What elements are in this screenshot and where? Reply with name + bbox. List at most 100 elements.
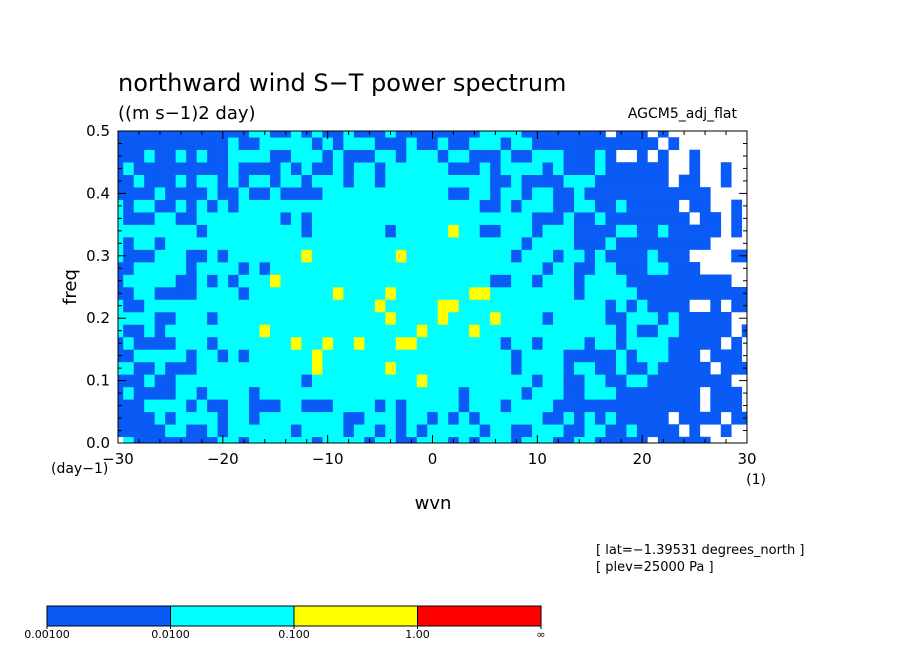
power-cell <box>406 262 418 275</box>
power-cell <box>563 399 575 413</box>
power-cell <box>699 411 711 425</box>
power-cell <box>416 237 428 250</box>
power-cell <box>353 436 365 444</box>
power-cell <box>322 237 334 250</box>
power-cell <box>175 287 187 300</box>
power-cell <box>500 199 512 213</box>
power-cell <box>311 361 323 375</box>
power-cell <box>448 149 460 163</box>
power-cell <box>605 162 617 175</box>
power-cell <box>594 311 606 325</box>
power-cell <box>720 162 732 175</box>
power-cell <box>259 212 271 225</box>
power-cell <box>542 399 554 413</box>
power-cell <box>657 324 669 338</box>
power-cell <box>563 336 575 350</box>
power-cell <box>374 361 386 375</box>
power-cell <box>469 162 480 175</box>
power-cell <box>615 212 627 225</box>
power-cell <box>553 349 564 363</box>
power-cell <box>605 299 617 313</box>
power-cell <box>427 324 439 338</box>
power-cell <box>647 274 659 288</box>
power-cell <box>563 137 575 151</box>
power-cell <box>532 224 543 238</box>
power-cell <box>322 399 334 413</box>
power-cell <box>207 274 218 288</box>
power-cell <box>657 162 669 175</box>
power-cell <box>553 199 564 213</box>
power-cell <box>144 187 155 200</box>
power-cell <box>343 237 355 250</box>
power-cell <box>406 324 418 338</box>
power-cell <box>133 336 145 350</box>
power-cell <box>118 131 124 138</box>
power-cell <box>542 162 554 175</box>
power-cell <box>228 399 239 413</box>
power-cell <box>605 174 617 188</box>
power-cell <box>238 187 250 200</box>
power-cell <box>322 224 334 238</box>
power-cell <box>689 262 701 275</box>
power-cell <box>563 299 575 313</box>
power-cell <box>364 224 376 238</box>
power-cell <box>668 237 680 250</box>
power-cell <box>196 174 208 188</box>
power-cell <box>584 386 596 400</box>
power-cell <box>689 311 701 325</box>
power-cell <box>311 324 323 338</box>
power-cell <box>301 399 313 413</box>
power-cell <box>626 131 638 138</box>
power-cell <box>290 149 302 163</box>
power-cell <box>689 424 701 438</box>
power-cell <box>437 274 449 288</box>
power-cell <box>144 324 155 338</box>
power-cell <box>542 249 554 263</box>
power-cell <box>175 374 187 388</box>
power-cell <box>311 199 323 213</box>
power-cell <box>594 149 606 163</box>
power-cell <box>647 162 659 175</box>
power-cell <box>542 174 554 188</box>
power-cell <box>500 237 512 250</box>
power-cell <box>406 299 418 313</box>
power-cell <box>322 262 334 275</box>
power-cell <box>133 374 145 388</box>
power-cell <box>668 249 680 263</box>
power-cell <box>678 212 690 225</box>
power-cell <box>280 162 292 175</box>
power-cell <box>217 162 229 175</box>
power-cell <box>500 137 512 151</box>
power-cell <box>542 149 554 163</box>
power-cell <box>615 336 627 350</box>
power-cell <box>249 162 260 175</box>
power-cell <box>353 212 365 225</box>
power-cell <box>133 349 145 363</box>
power-cell <box>416 424 428 438</box>
power-cell <box>500 299 512 313</box>
power-cell <box>689 162 701 175</box>
power-cell <box>710 386 722 400</box>
power-cell <box>186 287 197 300</box>
power-cell <box>647 237 659 250</box>
power-cell <box>647 212 659 225</box>
power-cell <box>511 237 522 250</box>
power-cell <box>385 137 397 151</box>
power-cell <box>217 311 229 325</box>
power-cell <box>710 399 722 413</box>
power-cell <box>280 262 292 275</box>
power-cell <box>448 374 460 388</box>
power-cell <box>479 237 491 250</box>
power-cell <box>311 299 323 313</box>
power-cell <box>647 262 659 275</box>
power-cell <box>594 361 606 375</box>
power-cell <box>175 411 187 425</box>
power-cell <box>437 237 449 250</box>
power-cell <box>301 212 313 225</box>
power-cell <box>542 131 554 138</box>
power-field <box>118 131 748 444</box>
power-cell <box>364 187 376 200</box>
power-cell <box>228 249 239 263</box>
power-cell <box>511 137 522 151</box>
power-cell <box>605 249 617 263</box>
